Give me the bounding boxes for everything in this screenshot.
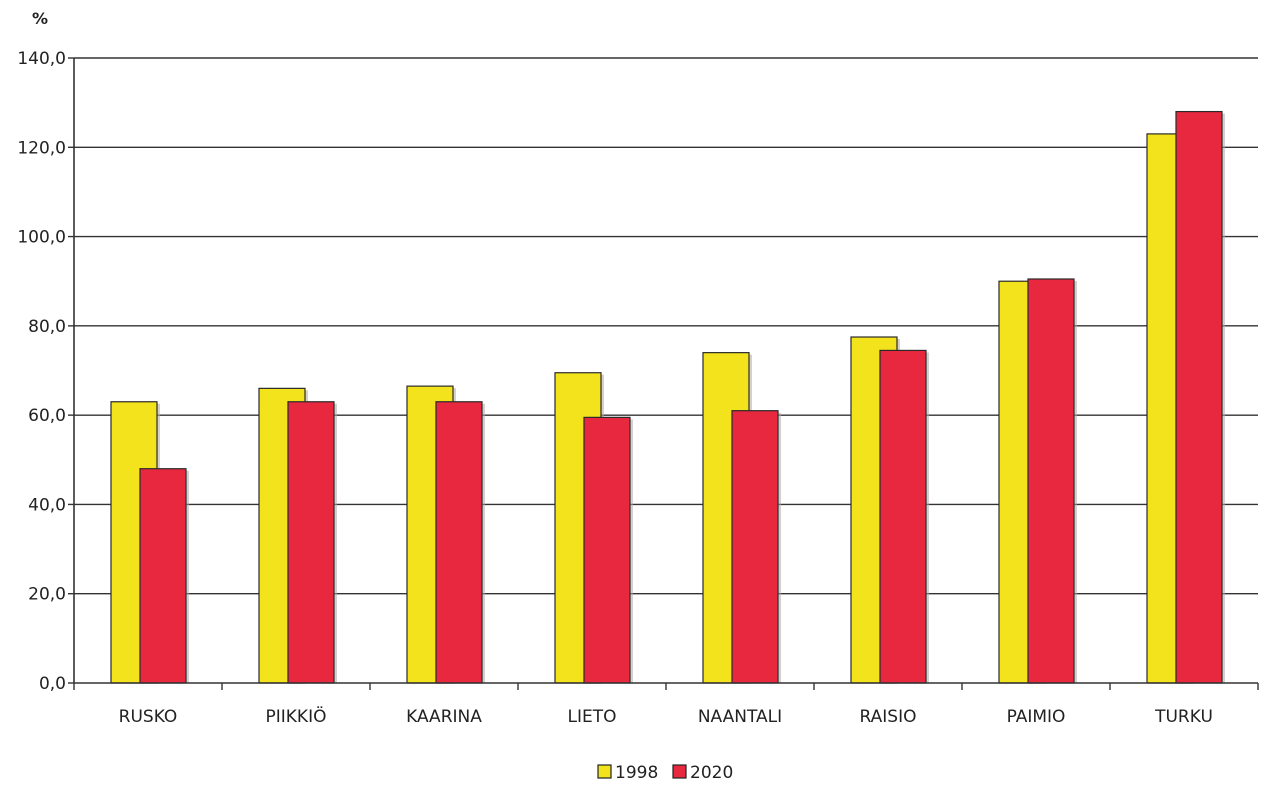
bar-2020-rusko xyxy=(139,468,187,684)
bar-2020-turku xyxy=(1175,110,1223,684)
bar-2020-kaarina xyxy=(435,401,483,684)
legend-label-1998: 1998 xyxy=(615,763,658,783)
y-tick-label: 20,0 xyxy=(28,585,66,605)
y-tick-label: 0,0 xyxy=(39,674,66,694)
y-tick-label: 140,0 xyxy=(17,49,66,69)
y-tick-label: 40,0 xyxy=(28,495,66,515)
x-category-label: PAIMIO xyxy=(1007,707,1066,727)
gridlines xyxy=(74,57,1258,595)
x-category-label: RAISIO xyxy=(860,707,917,727)
y-tick-label: 100,0 xyxy=(17,228,66,248)
x-category-label: KAARINA xyxy=(406,707,482,727)
bar-2020-paimio xyxy=(1027,278,1075,684)
legend-label-2020: 2020 xyxy=(690,763,733,783)
y-tick-label: 80,0 xyxy=(28,317,66,337)
legend-swatch-1998 xyxy=(597,764,612,779)
bar-2020-piikkiö xyxy=(287,401,335,684)
x-category-label: PIIKKIÖ xyxy=(266,705,327,727)
bar-2020-raisio xyxy=(879,349,927,684)
x-axis-labels: RUSKO PIIKKIÖ KAARINA LIETO NAANTALI RAISIO PA… xyxy=(119,705,1213,727)
bar-2020-naantali xyxy=(731,410,779,684)
legend-swatch-2020 xyxy=(672,764,687,779)
y-tick-label: 120,0 xyxy=(17,138,66,158)
x-category-label: TURKU xyxy=(1154,707,1213,727)
y-axis-unit-label: % xyxy=(32,9,48,28)
x-category-label: RUSKO xyxy=(119,707,178,727)
x-category-label: LIETO xyxy=(568,707,617,727)
x-category-label: NAANTALI xyxy=(698,707,782,727)
bars xyxy=(110,110,1225,684)
y-tick-label: 60,0 xyxy=(28,406,66,426)
axes xyxy=(73,58,1259,690)
legend: 1998 2020 xyxy=(597,763,733,783)
y-axis-ticks: 0,0 20,0 40,0 60,0 80,0 100,0 120,0 140,0 xyxy=(17,49,74,694)
bar-2020-lieto xyxy=(583,416,631,684)
